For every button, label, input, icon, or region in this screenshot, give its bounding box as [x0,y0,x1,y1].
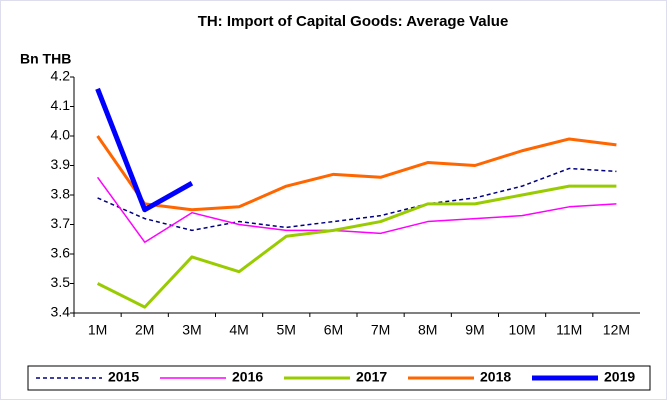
legend-label: 2018 [480,369,511,385]
legend-label: 2017 [356,369,387,385]
chart-title: TH: Import of Capital Goods: Average Val… [198,13,509,30]
y-tick-label: 3.5 [51,274,71,290]
series-line [97,167,617,232]
legend-label: 2019 [604,369,635,385]
x-tick-label: 11M [556,322,582,338]
y-tick-label: 3.8 [51,186,71,202]
x-tick-label: 8M [418,322,437,338]
legend-box [27,365,651,391]
y-tick-label: 3.7 [51,215,71,231]
series-line [95,87,194,213]
y-tick-label: 4.1 [51,97,71,113]
y-axis-label: Bn THB [20,51,71,67]
y-tick-label: 4.2 [51,68,71,84]
y-tick-label: 3.4 [51,304,71,320]
series-line [96,184,617,309]
x-tick-label: 9M [465,322,484,338]
y-tick-label: 3.6 [51,245,71,261]
series-line [96,135,617,212]
series-line [96,176,617,243]
legend-label: 2016 [232,369,263,385]
x-tick-label: 7M [371,322,390,338]
x-tick-label: 10M [508,322,535,338]
legend-label: 2015 [108,369,139,385]
x-tick-label: 2M [135,322,154,338]
x-tick-label: 3M [182,322,201,338]
y-tick-label: 3.9 [51,156,71,172]
x-tick-label: 4M [229,322,248,338]
x-tick-label: 12M [603,322,630,338]
x-tick-label: 5M [277,322,296,338]
y-tick-label: 4.0 [51,127,71,143]
x-tick-label: 1M [88,322,107,338]
x-tick-label: 6M [324,322,343,338]
